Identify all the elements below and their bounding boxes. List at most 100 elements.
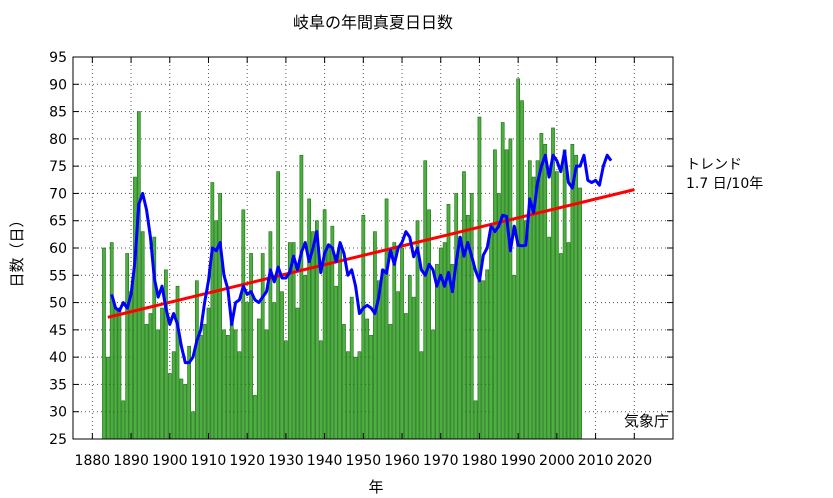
bar [353,356,358,440]
bar [500,122,505,440]
bar [284,340,288,440]
y-tick-label: 70 [49,186,67,202]
bar [419,351,424,440]
moving-average-line [110,149,613,365]
y-tick-label: 30 [49,405,67,421]
bar [125,253,130,440]
bar [531,176,536,440]
bar [299,154,304,440]
x-tick-label: 1910 [191,453,227,469]
y-tick-label: 60 [49,241,67,257]
bar [562,149,567,440]
bar [551,127,555,440]
bar [175,285,180,440]
bar [539,133,544,440]
bar [253,395,257,440]
bar [214,220,219,440]
bar [473,400,478,440]
bar [222,329,226,440]
x-tick-label: 1970 [423,453,459,469]
bar [330,225,335,440]
bar [357,351,362,440]
y-tick-label: 95 [49,50,67,66]
lines [107,149,635,365]
bar [144,324,149,440]
bar [318,340,323,440]
bar [454,193,459,440]
bar [481,280,486,440]
y-tick-label: 35 [49,377,67,393]
bar [311,231,315,440]
y-tick-label: 55 [49,268,67,284]
bar [373,231,377,440]
bar [206,307,211,440]
bar [489,231,493,440]
bar [171,351,176,440]
bar [129,291,133,440]
bar [512,274,517,440]
bar [322,209,327,440]
x-tick-label: 1920 [229,453,265,469]
bar [504,149,509,440]
bar [140,231,145,440]
bar [566,242,571,440]
trend-label: トレンド [686,157,742,173]
y-tick-label: 65 [49,214,67,230]
bar [431,329,435,440]
bar [307,198,311,440]
bar [117,307,122,440]
y-tick-label: 25 [49,432,67,448]
bar [520,100,524,440]
bar [195,280,199,440]
x-tick-label: 1890 [113,453,149,469]
bar [210,182,215,440]
bar [167,373,172,440]
bar [485,269,490,440]
bar [578,187,582,440]
bar [547,236,551,440]
y-tick-label: 75 [49,159,67,175]
bar [202,324,207,440]
bar [493,149,497,440]
y-tick-label: 90 [49,77,67,93]
trend-value: 1.7 日/10年 [686,176,764,192]
bar [102,247,106,440]
bar [237,351,242,440]
x-tick-label: 1900 [152,453,188,469]
bar [272,302,277,440]
bar [458,236,462,440]
bar [133,176,137,440]
bar [462,171,466,440]
x-tick-label: 1880 [75,453,111,469]
x-tick-label: 2000 [539,453,575,469]
bar [407,274,412,440]
bar [241,209,246,440]
y-tick-label: 40 [49,350,67,366]
bar [380,269,385,440]
bar [384,198,389,440]
bar [225,335,230,440]
bar [280,291,284,440]
bar [160,307,164,440]
bar [113,307,118,440]
bar [400,247,404,440]
bar [427,209,431,440]
bar [105,356,110,440]
bar [365,318,370,440]
bar [411,296,416,440]
bar [326,247,331,440]
trend-line [107,188,635,319]
bar [446,204,451,440]
bar [183,384,188,440]
bar [136,111,141,440]
y-tick-label: 80 [49,132,67,148]
bar [361,214,366,440]
source-label: 気象庁 [624,412,669,430]
bar [349,296,354,440]
y-tick-label: 85 [49,105,67,121]
x-tick-label: 1950 [346,453,382,469]
bar [423,160,428,440]
x-tick-label: 1980 [462,453,498,469]
bar [295,307,300,440]
y-tick-label: 50 [49,296,67,312]
